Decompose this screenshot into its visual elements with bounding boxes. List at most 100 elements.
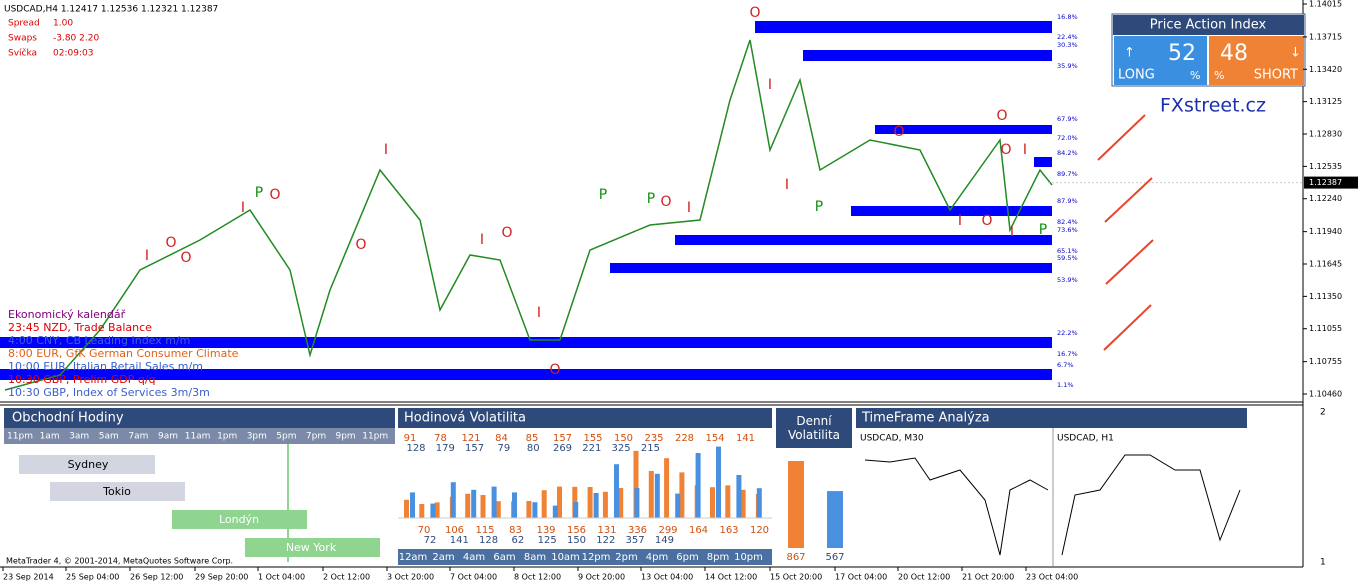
hours-row <box>4 428 395 444</box>
zone-label: 73.6% <box>1057 226 1078 234</box>
y-tick-label: 1.13420 <box>1309 65 1342 74</box>
vol-label: 149 <box>655 535 674 546</box>
pattern-marker: O <box>180 250 191 266</box>
long-label: LONG <box>1118 68 1155 83</box>
y-tick-label: 1.12535 <box>1309 162 1342 171</box>
panel-header <box>776 408 852 448</box>
vol-label: 79 <box>498 443 511 454</box>
arrow-down: ↓ <box>1290 46 1301 61</box>
y-tick-label: 1.14015 <box>1309 0 1342 9</box>
volatility-bar <box>664 458 670 518</box>
volatility-bar <box>618 488 624 518</box>
volatility-bar <box>480 495 486 518</box>
calendar-event: 4:00 CNY, CB Leading Index m/m <box>8 334 190 347</box>
pattern-marker: O <box>355 237 366 253</box>
long-value: 52 <box>1168 41 1196 66</box>
vol-label: 72 <box>424 535 437 546</box>
pattern-marker: I <box>785 177 789 193</box>
volatility-bar <box>725 485 731 518</box>
volatility-bar <box>675 493 681 518</box>
x-tick-label: 20 Oct 12:00 <box>898 573 950 582</box>
session-label: Sydney <box>68 458 109 471</box>
volatility-bar <box>430 503 436 518</box>
zone <box>755 21 1052 33</box>
pattern-marker: P <box>647 191 655 207</box>
volatility-bar <box>465 493 471 518</box>
pattern-marker: O <box>165 235 176 251</box>
vol-label: 120 <box>750 525 769 536</box>
hour-label: 10pm <box>734 552 763 563</box>
vol-label: 85 <box>526 433 539 444</box>
zone <box>851 206 1052 216</box>
hour-label: 12pm <box>582 552 611 563</box>
short-label: SHORT <box>1254 68 1298 83</box>
zone-label: 82.4% <box>1057 218 1078 226</box>
hour-label: 11pm <box>7 432 33 442</box>
hour-label: 1am <box>40 432 60 442</box>
volatility-bar <box>634 488 640 518</box>
panel-title: Obchodní Hodiny <box>12 411 124 426</box>
vol-label: 131 <box>597 525 616 536</box>
current-price-box <box>1304 176 1358 189</box>
hour-label: 4pm <box>646 552 668 563</box>
session-label: Tokio <box>102 485 131 498</box>
volatility-bar <box>532 502 538 518</box>
volatility-bar <box>633 450 639 518</box>
hour-label: 11am <box>185 432 211 442</box>
x-tick-label: 21 Oct 20:00 <box>962 573 1014 582</box>
x-tick-label: 23 Sep 2014 <box>3 573 54 582</box>
panel-title: Hodinová Volatilita <box>404 411 526 426</box>
vol-label: 154 <box>705 433 724 444</box>
tf-label: USDCAD, H1 <box>1057 434 1114 444</box>
pai-long <box>1114 36 1207 85</box>
hour-label: 2am <box>432 552 454 563</box>
zone-label: 1.1% <box>1057 381 1074 389</box>
x-tick-label: 29 Sep 20:00 <box>195 573 248 582</box>
price-path <box>4 39 1053 391</box>
pattern-marker: P <box>255 185 263 201</box>
pattern-marker: O <box>893 124 904 140</box>
volatility-bar <box>471 489 477 518</box>
y-tick-label: 1.11940 <box>1309 227 1342 236</box>
session-label: New York <box>286 541 337 554</box>
daily-label: 567 <box>825 552 844 563</box>
vol-label: 157 <box>465 443 484 454</box>
arrow <box>1097 114 1146 161</box>
arrow <box>1105 239 1154 285</box>
vol-label: 228 <box>675 433 694 444</box>
zone-label: 72.0% <box>1057 134 1078 142</box>
x-tick-label: 8 Oct 12:00 <box>514 573 561 582</box>
current-price: 1.12387 <box>1309 178 1342 187</box>
y-tick-label: 1.12830 <box>1309 130 1342 139</box>
hours-row <box>398 549 772 565</box>
pattern-marker: O <box>501 225 512 241</box>
brand: FXstreet.cz <box>1160 95 1266 117</box>
vol-label: 150 <box>567 535 586 546</box>
hour-label: 3pm <box>247 432 267 442</box>
volatility-bar <box>410 492 415 518</box>
pattern-marker: I <box>1023 142 1027 158</box>
info-label: Swaps <box>8 34 37 44</box>
short-value: 48 <box>1220 41 1248 66</box>
zone <box>1034 157 1052 167</box>
x-tick-label: 14 Oct 12:00 <box>705 573 757 582</box>
tf-path <box>864 457 1049 556</box>
vol-label: 299 <box>658 525 677 536</box>
calendar-title: Ekonomický kalendář <box>8 308 126 321</box>
arrow-up: ↑ <box>1124 46 1135 61</box>
panel-title: Denní Volatilita <box>788 414 840 442</box>
calendar-event: 23:45 NZD, Trade Balance <box>8 321 152 334</box>
calendar-event: 10:30 GBP, Index of Services 3m/3m <box>8 386 210 399</box>
volatility-bar <box>736 475 742 518</box>
zone-label: 22.4% <box>1057 33 1078 41</box>
hour-label: 1pm <box>217 432 237 442</box>
zone-label: 53.9% <box>1057 276 1078 284</box>
info-value: -3.80 2.20 <box>53 34 99 44</box>
panel-title: TimeFrame Analýza <box>861 411 990 426</box>
vol-label: 91 <box>404 433 417 444</box>
vol-label: 128 <box>406 443 425 454</box>
vol-label: 141 <box>450 535 469 546</box>
volatility-bar <box>614 464 619 518</box>
zone-label: 59.5% <box>1057 254 1078 262</box>
arrow <box>1103 304 1152 351</box>
